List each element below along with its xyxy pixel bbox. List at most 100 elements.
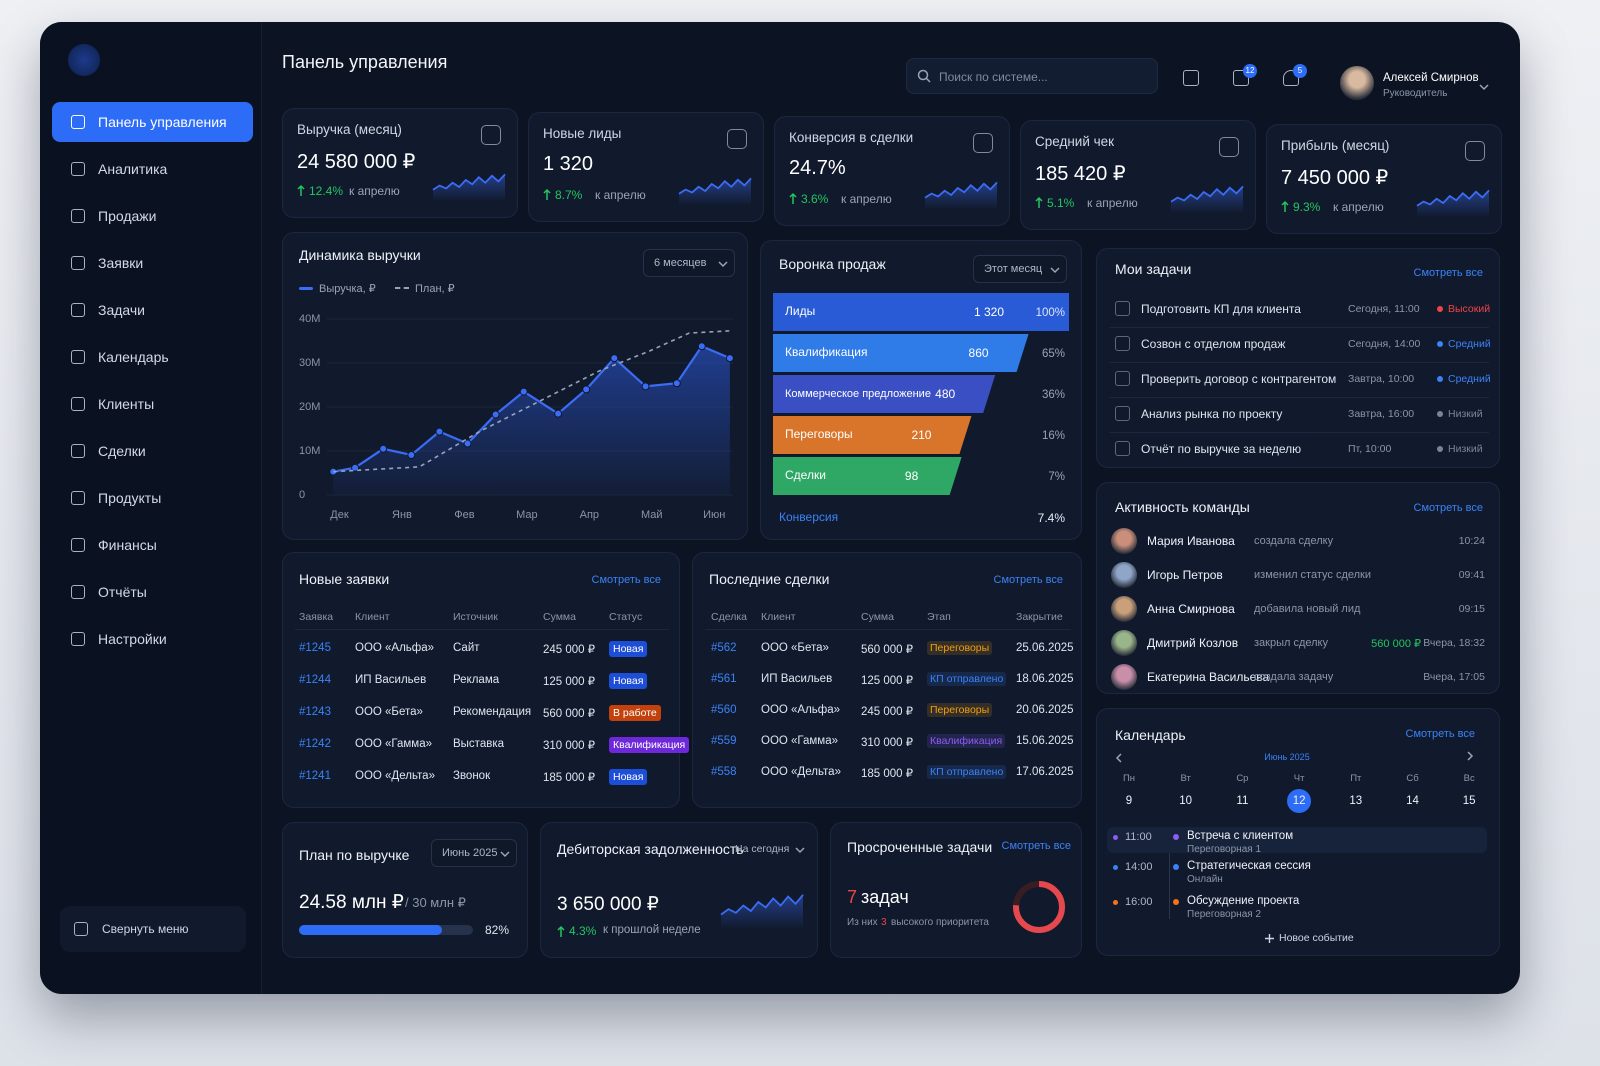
- day[interactable]: 14: [1406, 795, 1419, 807]
- task-priority: Средний: [1448, 373, 1491, 385]
- up-arrow-icon: [1281, 200, 1289, 212]
- cell: 310 000 ₽: [543, 740, 596, 752]
- menu-item[interactable]: Продажи: [98, 208, 157, 224]
- row-id[interactable]: #562: [711, 642, 737, 654]
- menu-icon: [71, 162, 85, 176]
- menu-item[interactable]: Задачи: [98, 302, 146, 318]
- kpi-change: 12.4%: [309, 184, 344, 198]
- header-icon[interactable]: [1233, 70, 1249, 86]
- card-title: Мои задачи: [1115, 261, 1192, 277]
- kpi-card: Прибыль (месяц) 7 450 000 ₽ 9.3% к апрелю: [1266, 124, 1502, 234]
- weekday: Вт: [1180, 773, 1191, 784]
- x-tick-label: Янв: [392, 509, 412, 521]
- cell: Звонок: [453, 770, 491, 782]
- stage-name: Коммерческое предложение: [785, 388, 931, 400]
- link[interactable]: Смотреть все: [591, 574, 661, 586]
- menu-item[interactable]: Клиенты: [98, 396, 155, 412]
- checkbox[interactable]: [1115, 441, 1130, 456]
- funnel-bar: [773, 334, 1029, 372]
- day[interactable]: 11: [1236, 795, 1249, 807]
- row-id[interactable]: #561: [711, 673, 737, 685]
- link[interactable]: Смотреть все: [1413, 267, 1483, 279]
- row-id[interactable]: #1241: [299, 770, 331, 782]
- event-color: [1173, 899, 1179, 905]
- day[interactable]: 13: [1349, 795, 1363, 807]
- menu-item[interactable]: Календарь: [98, 349, 169, 365]
- link[interactable]: Смотреть все: [993, 574, 1063, 586]
- priority-dot: [1437, 376, 1443, 382]
- event-title[interactable]: Обсуждение проекта: [1187, 895, 1300, 907]
- checkbox[interactable]: [1115, 406, 1130, 421]
- row-id[interactable]: #1242: [299, 738, 331, 750]
- column-header: Этап: [927, 611, 951, 623]
- menu-item[interactable]: Сделки: [98, 443, 146, 459]
- dropdown[interactable]: Этот месяц: [973, 255, 1067, 283]
- new-event-button[interactable]: Новое событие: [1247, 929, 1367, 949]
- avatar: [1111, 664, 1137, 690]
- funnel-bar: [773, 457, 962, 495]
- point: [435, 427, 444, 436]
- cell: 245 000 ₽: [861, 706, 914, 718]
- divider: [295, 629, 669, 630]
- point: [519, 387, 528, 396]
- menu-item[interactable]: Отчёты: [98, 584, 147, 600]
- menu-item[interactable]: Заявки: [98, 255, 144, 271]
- collapse-button[interactable]: Свернуть меню: [60, 906, 246, 952]
- search-box[interactable]: Поиск по системе...: [906, 58, 1158, 94]
- member-action: создала сделку: [1254, 535, 1334, 547]
- dropdown[interactable]: Июнь 2025: [431, 839, 517, 867]
- chevron-icon: [1467, 751, 1474, 761]
- checkbox[interactable]: [1115, 371, 1130, 386]
- menu-item[interactable]: Настройки: [98, 631, 167, 647]
- menu-item[interactable]: Аналитика: [98, 161, 168, 177]
- dropdown[interactable]: 6 месяцев: [643, 249, 735, 277]
- event-title[interactable]: Стратегическая сессия: [1187, 860, 1311, 872]
- row-id[interactable]: #1244: [299, 674, 331, 686]
- cell: Рекомендация: [453, 706, 532, 718]
- row-id[interactable]: #1245: [299, 642, 331, 654]
- progress-bar: [299, 925, 442, 935]
- cell: 560 000 ₽: [543, 708, 596, 720]
- day[interactable]: 15: [1462, 795, 1476, 807]
- chevron: [795, 847, 805, 854]
- card-title: Дебиторская задолженность: [557, 841, 744, 857]
- priority-dot: [1437, 411, 1443, 417]
- menu-item[interactable]: Финансы: [98, 537, 157, 553]
- day[interactable]: 10: [1179, 795, 1193, 807]
- card-title: Просроченные задачи: [847, 839, 993, 855]
- period[interactable]: На сегодня: [735, 843, 790, 855]
- day[interactable]: 12: [1292, 795, 1306, 807]
- menu-item[interactable]: Продукты: [98, 490, 162, 506]
- member-action: добавила новый лид: [1254, 603, 1361, 615]
- card-title: Новые заявки: [299, 571, 390, 587]
- point: [463, 439, 472, 448]
- checkbox[interactable]: [1115, 301, 1130, 316]
- menu-icon: [71, 303, 85, 317]
- chevron-icon: [718, 261, 728, 268]
- event-title[interactable]: Встреча с клиентом: [1187, 830, 1294, 842]
- point: [351, 463, 360, 472]
- link[interactable]: Смотреть все: [1405, 728, 1475, 740]
- day[interactable]: 9: [1125, 795, 1133, 807]
- stage-share: 7%: [1048, 471, 1065, 483]
- row-id[interactable]: #1243: [299, 706, 331, 718]
- team-card: Активность команды Смотреть все Мария Иван…: [1096, 482, 1500, 694]
- point: [582, 385, 591, 394]
- row-id[interactable]: #558: [711, 766, 737, 778]
- checkbox[interactable]: [1115, 336, 1130, 351]
- menu-item[interactable]: Панель управления: [98, 114, 227, 130]
- status-badge: Квалификация: [609, 737, 690, 753]
- link[interactable]: Смотреть все: [1413, 502, 1483, 514]
- stage-value: 1 320: [974, 305, 1004, 319]
- link[interactable]: Смотреть все: [1001, 840, 1071, 852]
- status-badge: Новая: [609, 641, 648, 657]
- header-icon[interactable]: [1183, 70, 1199, 86]
- user-name[interactable]: Алексей Смирнов: [1383, 72, 1479, 84]
- sparkline-line: [1170, 185, 1244, 203]
- row-id[interactable]: #559: [711, 735, 737, 747]
- row-id[interactable]: #560: [711, 704, 737, 716]
- activity-time: Вчера, 17:05: [1423, 671, 1485, 683]
- revenue-plot: 0 10M 20M 30M 40M Дек Янв Фев Мар Апр Май Июн: [299, 313, 734, 521]
- stage-name: Квалификация: [785, 345, 867, 359]
- header-icon[interactable]: [1283, 70, 1299, 86]
